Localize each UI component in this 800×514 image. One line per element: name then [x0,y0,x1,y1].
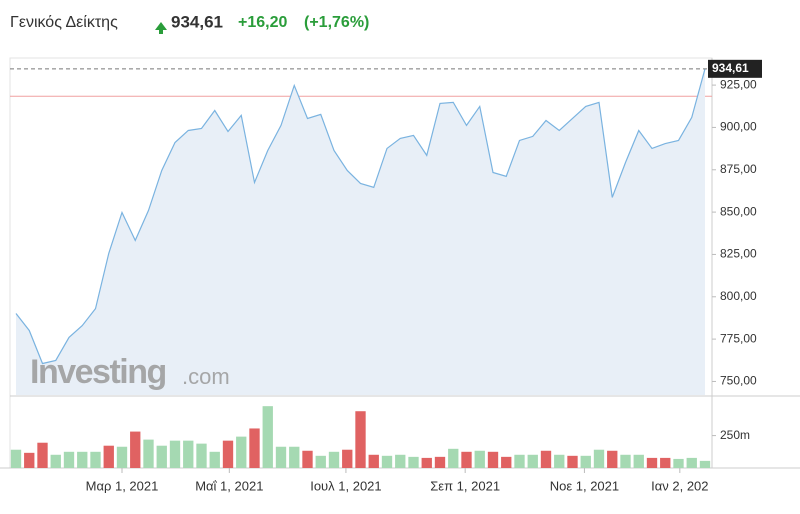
volume-bar [116,446,128,468]
volume-bar [633,454,644,468]
watermark-brand: Investing [30,353,166,391]
change: +16,20 [238,14,287,31]
volume-bar [434,456,446,468]
y-tick-label: 750,00 [720,374,757,388]
last-price-label: 934,61 [712,61,749,75]
volume-bar [302,450,313,468]
volume-bar [554,454,565,468]
x-tick-label: Ιουλ 1, 2021 [310,478,381,493]
volume-bar [328,451,340,468]
volume-bar [381,455,393,468]
volume-bar [63,451,75,468]
volume-bar [209,451,220,468]
volume-bar [342,449,353,468]
volume-bar [262,406,273,468]
volume-bar [461,451,472,468]
volume-bar [130,431,141,468]
volume-bar [50,454,61,468]
volume-bar [673,458,684,468]
x-tick-label: Μαΐ 1, 2021 [195,478,263,493]
x-tick-label: Ιαν 2, 202 [651,478,708,493]
volume-bar [24,452,35,468]
volume-bar [315,455,326,468]
volume-bar [646,457,658,468]
volume-bar [236,436,247,468]
volume-bar [593,449,605,468]
volume-bar [408,456,419,468]
volume-bar [103,445,114,468]
up-arrow [155,22,167,34]
index-name: Γενικός Δείκτης [10,14,118,31]
x-tick-label: Νοε 1, 2021 [550,478,619,493]
volume-bar [90,451,101,468]
y-tick-label: 825,00 [720,247,757,261]
y-tick-label: 850,00 [720,204,757,218]
volume-bar [501,456,512,468]
volume-bar [474,450,485,468]
volume-bar [567,455,578,468]
y-tick-label: 875,00 [720,162,757,176]
volume-bar [368,454,379,468]
volume-bar [686,457,697,468]
x-tick-label: Μαρ 1, 2021 [86,478,159,493]
area-fill [16,68,705,395]
volume-bar [249,428,260,468]
volume-bar [421,457,432,468]
volume-bar [580,455,591,468]
volume-bar [355,411,366,468]
x-tick-label: Σεπ 1, 2021 [430,478,500,493]
volume-bar [514,454,525,468]
volume-bar [222,440,234,468]
volume-bar [448,448,459,468]
volume-bar [527,454,538,468]
volume-bar [289,446,300,468]
last-price-tag [708,59,762,78]
volume-bar [10,449,22,468]
y-tick-label: 925,00 [720,77,757,91]
volume-bar [156,445,167,468]
volume-bar [487,451,499,468]
watermark-suffix: .com [182,364,230,389]
volume-bar [699,460,711,468]
volume-bar [275,446,287,468]
volume-bar [607,450,618,468]
volume-bar [183,440,194,468]
volume-bar [169,440,181,468]
volume-bar [660,457,671,468]
y-tick-label: 900,00 [720,120,757,134]
volume-bar [540,450,552,468]
change-pct: (+1,76%) [304,14,369,31]
volume-bar [196,443,207,468]
volume-bar [143,439,154,468]
y-tick-label: 250m [720,428,750,442]
price: 934,61 [171,12,223,31]
volume-bar [77,451,88,468]
y-tick-label: 800,00 [720,289,757,303]
volume-bar [395,454,406,468]
volume-bar [37,442,48,468]
price-line [15,68,706,365]
volume-bar [620,454,631,468]
y-tick-label: 775,00 [720,331,757,345]
